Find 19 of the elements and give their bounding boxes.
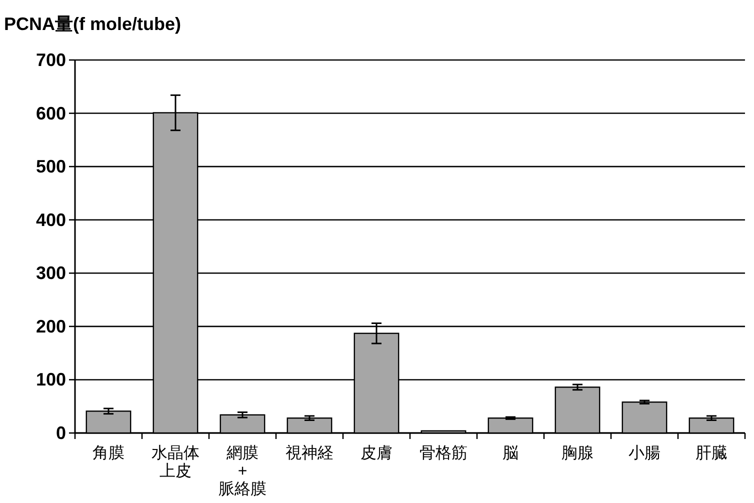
x-tick-label: 視神経 — [284, 445, 334, 463]
x-tick-label: 脳 — [502, 445, 520, 463]
x-tick-label: 骨格筋 — [418, 445, 468, 463]
x-tick-label: 角膜 — [92, 445, 126, 463]
x-tick-label: 胸腺 — [560, 445, 594, 463]
y-tick-label: 200 — [36, 316, 66, 336]
y-tick-label: 100 — [36, 370, 66, 390]
y-tick-label: 500 — [36, 156, 66, 177]
y-tick-label: 600 — [36, 103, 66, 124]
x-tick-label: 水晶体上皮 — [150, 445, 200, 481]
x-tick-label: 小腸 — [628, 445, 662, 463]
y-tick-label: 0 — [56, 423, 66, 443]
y-tick-label: 300 — [36, 263, 66, 284]
y-tick-label: 400 — [36, 210, 66, 230]
x-tick-label: 網膜 + 脈絡膜 — [218, 445, 268, 499]
y-axis-title: PCNA量(f mole/tube) — [4, 14, 181, 34]
y-tick-label: 700 — [36, 50, 66, 70]
x-tick-label: 皮膚 — [360, 445, 394, 463]
x-tick-label: 肝臓 — [694, 445, 728, 463]
